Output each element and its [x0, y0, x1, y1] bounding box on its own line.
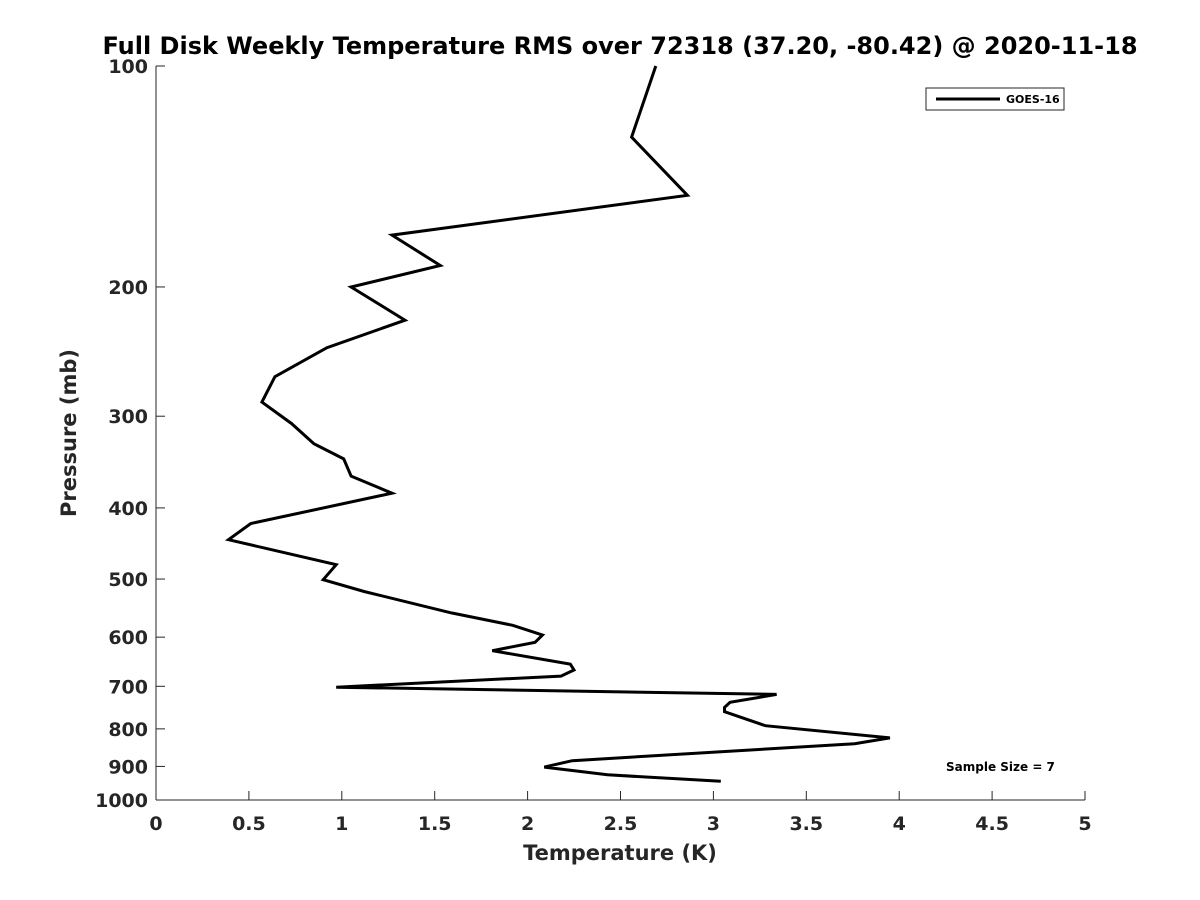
x-tick-label: 2 — [521, 813, 534, 835]
series-layer — [224, 65, 891, 783]
legend-label-goes-16: GOES-16 — [1006, 93, 1060, 106]
y-ticks: 100 200 300 400 500 600 700 800 900 1000 — [95, 56, 165, 812]
y-tick-label: 1000 — [95, 790, 148, 812]
x-tick-label: 2.5 — [604, 813, 638, 835]
y-tick-label: 800 — [108, 719, 148, 741]
y-tick-label: 700 — [108, 676, 148, 698]
x-tick-label: 1 — [335, 813, 348, 835]
y-tick-label: 300 — [108, 406, 148, 428]
legend: GOES-16 — [925, 87, 1065, 111]
x-tick-label: 1.5 — [418, 813, 452, 835]
series-line-goes-16 — [224, 65, 891, 783]
y-tick-label: 400 — [108, 498, 148, 520]
x-tick-label: 5 — [1078, 813, 1091, 835]
x-tick-label: 4 — [893, 813, 906, 835]
x-tick-label: 3 — [707, 813, 720, 835]
x-tick-label: 4.5 — [975, 813, 1009, 835]
x-tick-label: 3.5 — [789, 813, 823, 835]
y-tick-label: 500 — [108, 569, 148, 591]
x-tick-label: 0 — [149, 813, 162, 835]
y-axis-label: Pressure (mb) — [57, 349, 81, 517]
y-tick-label: 200 — [108, 277, 148, 299]
y-tick-label: 900 — [108, 756, 148, 778]
y-tick-label: 100 — [108, 56, 148, 78]
x-ticks: 0 0.5 1 1.5 2 2.5 3 3.5 4 4.5 5 — [149, 791, 1092, 835]
sample-size-annotation: Sample Size = 7 — [946, 760, 1055, 774]
chart-title: Full Disk Weekly Temperature RMS over 72… — [102, 32, 1137, 60]
y-tick-label: 600 — [108, 627, 148, 649]
x-axis-label: Temperature (K) — [523, 841, 717, 865]
x-tick-label: 0.5 — [232, 813, 266, 835]
